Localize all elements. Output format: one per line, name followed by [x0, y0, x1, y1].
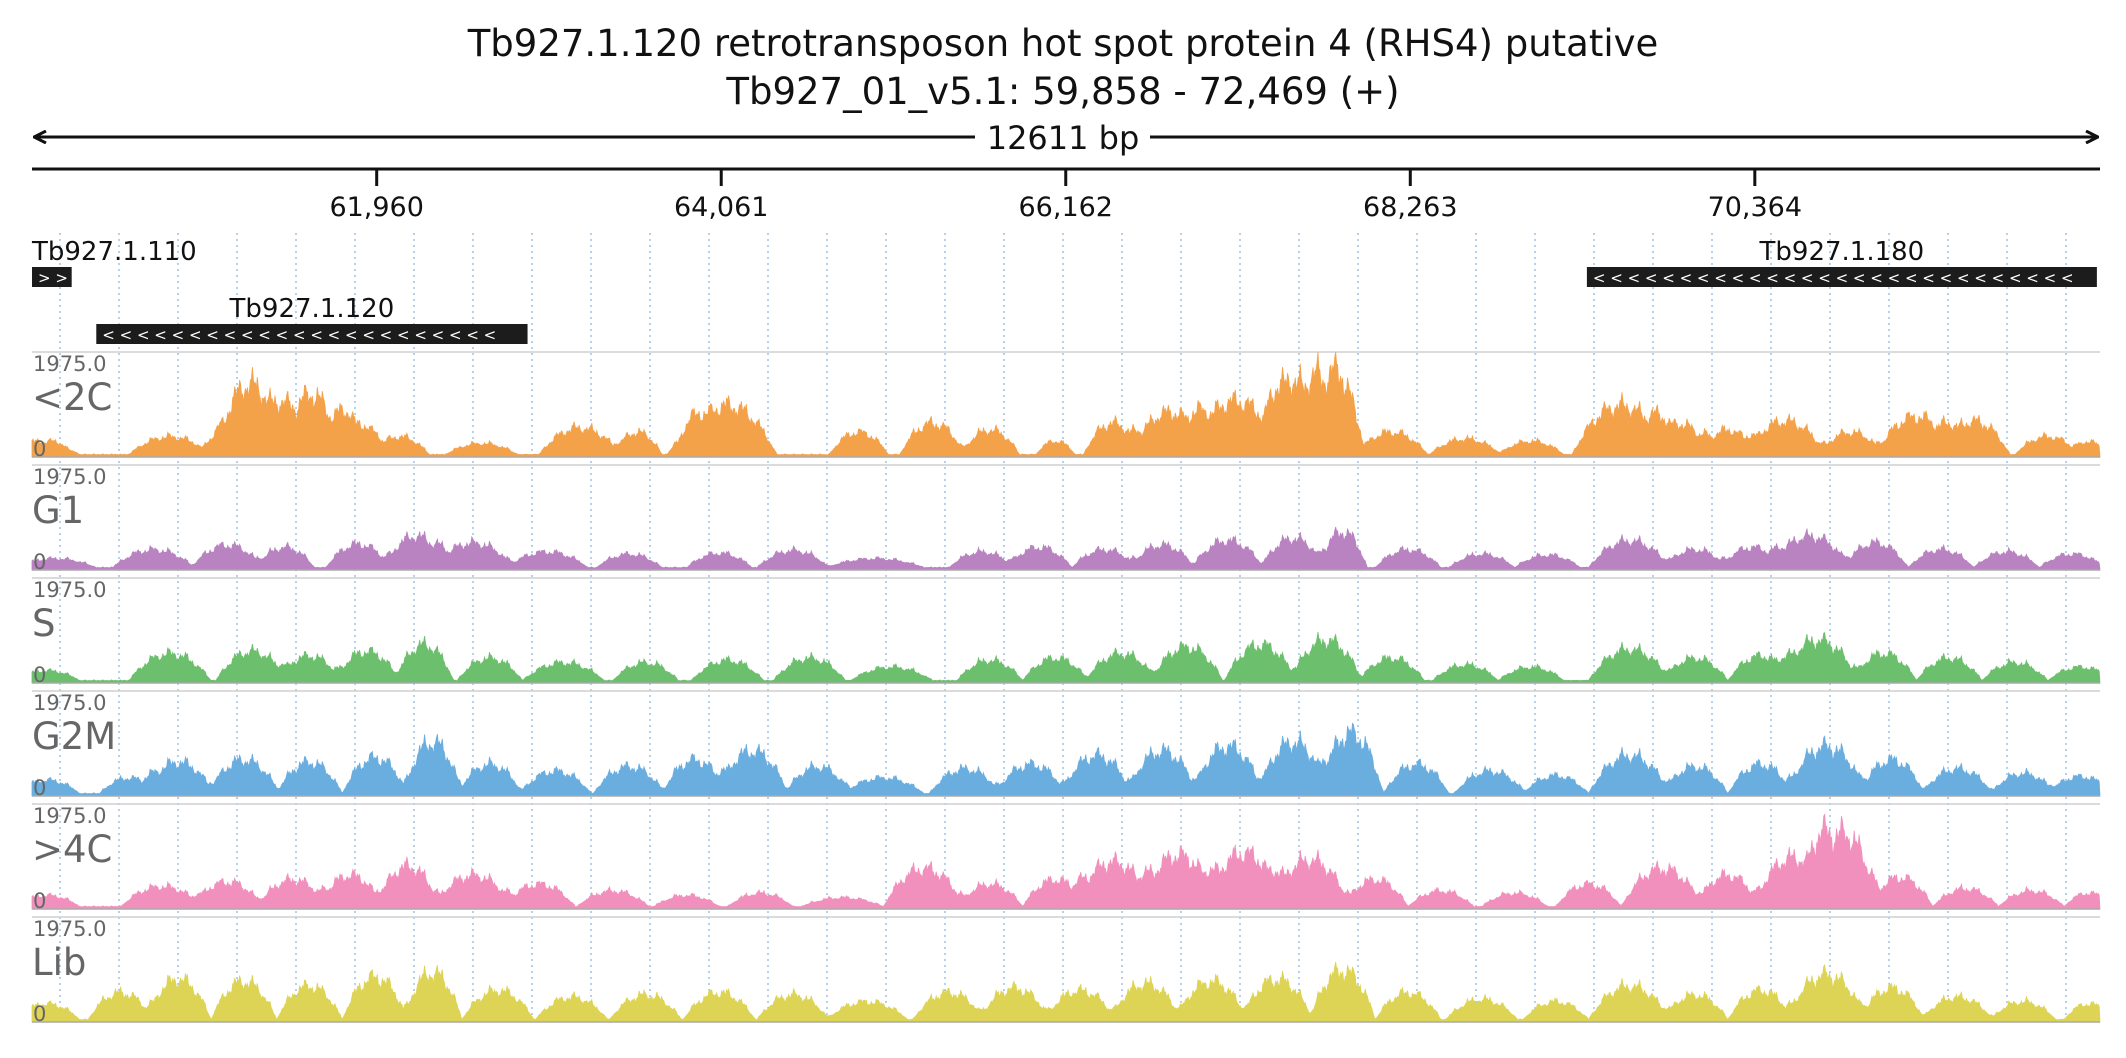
- coverage-area: [31, 351, 2101, 458]
- track-name: G1: [32, 489, 84, 532]
- coverage-area: [31, 631, 2101, 684]
- y-min-label: 0: [33, 550, 46, 574]
- gene-title: Tb927.1.120 retrotransposon hot spot pro…: [467, 22, 1659, 65]
- gene-body: [32, 267, 72, 287]
- y-max-label: 1975.0: [33, 352, 106, 376]
- gene-body: [96, 324, 528, 344]
- coverage-area: [31, 813, 2101, 910]
- track-name: S: [32, 602, 56, 645]
- y-max-label: 1975.0: [33, 578, 106, 602]
- y-min-label: 0: [33, 776, 46, 800]
- gene-strand-arrows: < < < < < < < < < < < < < < < < < < < < …: [1593, 269, 2074, 287]
- y-min-label: 0: [33, 889, 46, 913]
- ruler-tick-label: 68,263: [1363, 192, 1457, 223]
- gene-label: Tb927.1.110: [31, 237, 197, 267]
- ruler-tick-label: 61,960: [329, 192, 423, 223]
- gene-body: [1586, 267, 2097, 287]
- y-min-label: 0: [33, 663, 46, 687]
- gene-label: Tb927.1.180: [1759, 237, 1925, 267]
- track-name: >4C: [32, 828, 112, 871]
- gene-strand-arrows: > >: [38, 269, 68, 287]
- y-min-label: 0: [33, 437, 46, 461]
- track-name: Lib: [32, 941, 86, 984]
- locus-subtitle: Tb927_01_v5.1: 59,858 - 72,469 (+): [726, 70, 1400, 113]
- span-length-label: 12611 bp: [987, 119, 1140, 157]
- ruler-tick-label: 70,364: [1708, 192, 1802, 223]
- ruler-tick-label: 64,061: [674, 192, 768, 223]
- track-name: G2M: [32, 715, 116, 758]
- ruler-tick-label: 66,162: [1019, 192, 1113, 223]
- y-max-label: 1975.0: [33, 691, 106, 715]
- coverage-area: [31, 961, 2101, 1023]
- gene-strand-arrows: < < < < < < < < < < < < < < < < < < < < …: [102, 326, 496, 344]
- gene-label: Tb927.1.120: [229, 294, 395, 324]
- track-name: <2C: [32, 376, 112, 419]
- y-max-label: 1975.0: [33, 917, 106, 941]
- y-max-label: 1975.0: [33, 465, 106, 489]
- y-max-label: 1975.0: [33, 804, 106, 828]
- y-min-label: 0: [33, 1002, 46, 1026]
- coverage-area: [31, 526, 2101, 571]
- coverage-area: [31, 722, 2101, 797]
